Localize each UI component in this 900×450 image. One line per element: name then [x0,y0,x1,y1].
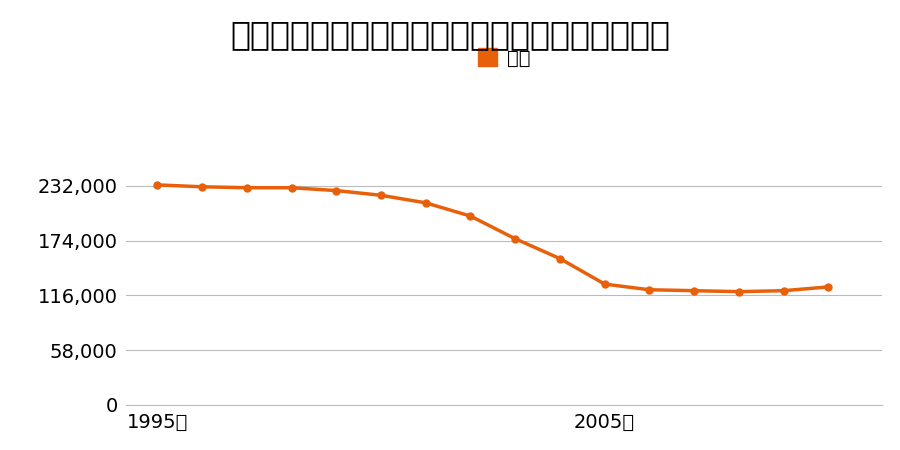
Text: 兵庫県川西市加茂３丁目１７３番１１の地価推移: 兵庫県川西市加茂３丁目１７３番１１の地価推移 [230,18,670,51]
Legend: 価格: 価格 [478,49,530,68]
